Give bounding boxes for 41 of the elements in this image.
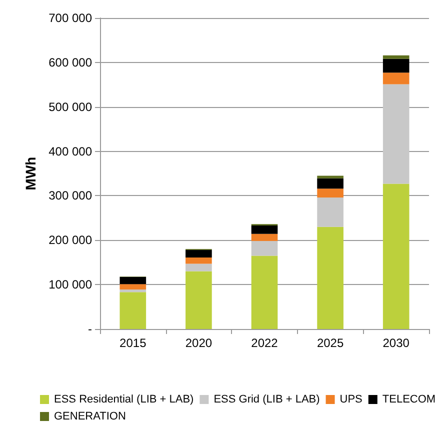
bar xyxy=(186,257,212,264)
y-tick-label: 200 000 xyxy=(48,233,92,248)
legend-label: ESS Grid (LIB + LAB) xyxy=(214,394,320,406)
bar xyxy=(120,277,146,284)
y-tick-label: 400 000 xyxy=(48,144,92,158)
bar xyxy=(186,271,212,329)
bar xyxy=(251,241,278,256)
y-tick-label: 300 000 xyxy=(48,188,92,203)
y-tick-label: 100 000 xyxy=(48,278,92,292)
bar xyxy=(186,264,212,272)
x-tick-label: 2025 xyxy=(316,336,344,350)
bar xyxy=(317,176,344,178)
y-tick-label: 700 000 xyxy=(48,11,92,25)
y-tick-label: - xyxy=(88,322,92,336)
bar xyxy=(251,256,278,329)
bar xyxy=(382,58,410,73)
y-axis-title: MWh xyxy=(22,156,39,190)
y-tick-label: 600 000 xyxy=(48,55,92,70)
x-tick-label: 2020 xyxy=(185,336,212,350)
bar xyxy=(186,250,212,258)
x-tick-label: 2022 xyxy=(251,336,278,350)
y-tick-label: 500 000 xyxy=(48,100,92,114)
bar xyxy=(317,178,344,189)
bar xyxy=(382,72,410,84)
bar xyxy=(382,84,410,184)
bar xyxy=(317,188,344,198)
bar xyxy=(382,55,410,59)
bar xyxy=(120,284,146,290)
legend-label: ESS Residential (LIB + LAB) xyxy=(54,394,194,406)
bar xyxy=(382,184,410,329)
bar xyxy=(120,292,146,329)
legend-label: UPS xyxy=(340,394,362,406)
bar xyxy=(120,289,146,292)
bar xyxy=(317,226,344,329)
x-tick-label: 2015 xyxy=(120,336,147,350)
bar xyxy=(251,234,278,242)
x-tick-label: 2030 xyxy=(382,336,410,350)
bar xyxy=(317,197,344,227)
legend-label: TELECOM xyxy=(382,394,436,406)
bar xyxy=(251,225,278,234)
legend-label: GENERATION xyxy=(54,410,126,422)
